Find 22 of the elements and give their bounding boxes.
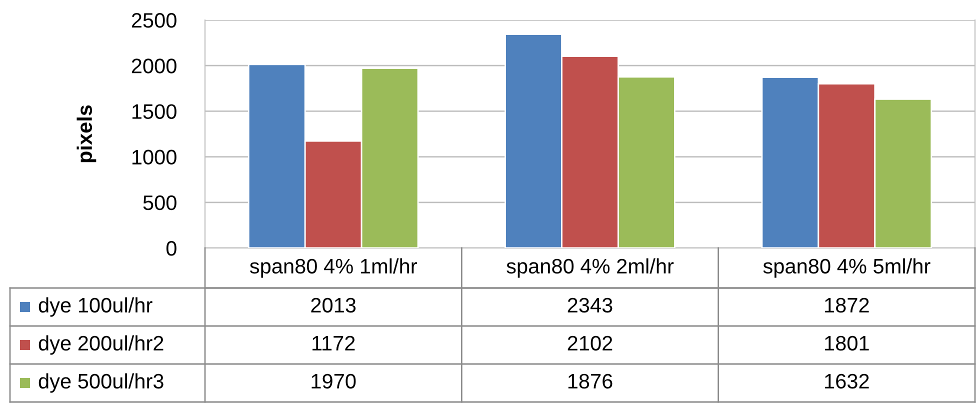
y-tick-label: 2000 [132, 58, 176, 74]
data-label: 1876 [568, 374, 612, 389]
x-tick-label: span80 4% 5ml/hr [763, 258, 930, 278]
data-label: 2102 [568, 336, 612, 351]
y-axis-title: pixels [76, 105, 96, 162]
data-label: 1801 [825, 336, 869, 351]
y-tick-label: 0 [166, 241, 176, 256]
y-tick-label: 500 [143, 195, 176, 210]
y-tick-label: 2500 [132, 13, 176, 28]
data-label: 2013 [311, 298, 356, 313]
legend-label: dye 100ul/hr [38, 297, 152, 317]
data-label: 1632 [825, 374, 869, 389]
legend-label: dye 500ul/hr3 [38, 373, 164, 393]
data-label: 1970 [312, 374, 356, 389]
x-tick-label: span80 4% 2ml/hr [506, 258, 674, 278]
data-label: 1172 [312, 336, 355, 350]
x-tick-label: span80 4% 1ml/hr [250, 258, 417, 278]
data-label: 2343 [568, 298, 612, 313]
y-tick-label: 1500 [132, 104, 176, 119]
data-label: 1872 [825, 298, 869, 313]
legend-label: dye 200ul/hr2 [38, 335, 164, 355]
y-tick-label: 1000 [132, 150, 176, 165]
